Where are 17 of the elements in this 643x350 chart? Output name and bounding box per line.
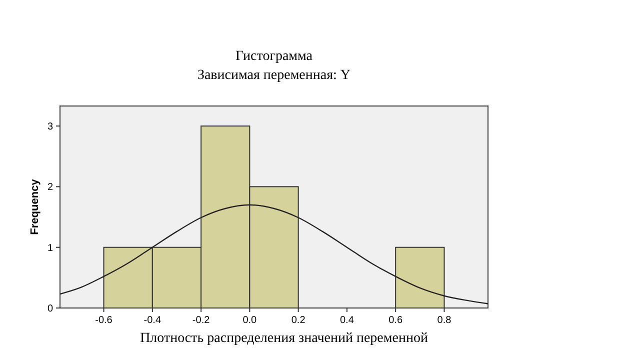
y-tick-label: 2: [47, 182, 54, 194]
x-tick-label: -0.2: [192, 315, 210, 326]
x-axis-title: Плотность распределения значений переменной: [140, 331, 428, 346]
y-tick-label: 1: [47, 242, 54, 254]
y-axis-title: Frequency: [29, 178, 41, 235]
x-tick-label: 0.4: [340, 315, 354, 326]
x-tick-label: 0.8: [437, 315, 452, 326]
x-tick-label: 0.6: [388, 315, 403, 326]
y-tick-label: 3: [47, 122, 54, 133]
line-series: [59, 204, 489, 304]
x-tick-label: -0.6: [95, 315, 113, 326]
x-tick-label: 0.0: [242, 315, 258, 326]
x-tick-label: -0.4: [144, 315, 162, 326]
chart-title: Гистограмма: [236, 49, 314, 64]
y-tick-label: 0: [47, 304, 54, 314]
x-tick-label: 0.2: [291, 315, 306, 326]
chart-subtitle: Зависимая переменная: Y: [197, 68, 351, 83]
